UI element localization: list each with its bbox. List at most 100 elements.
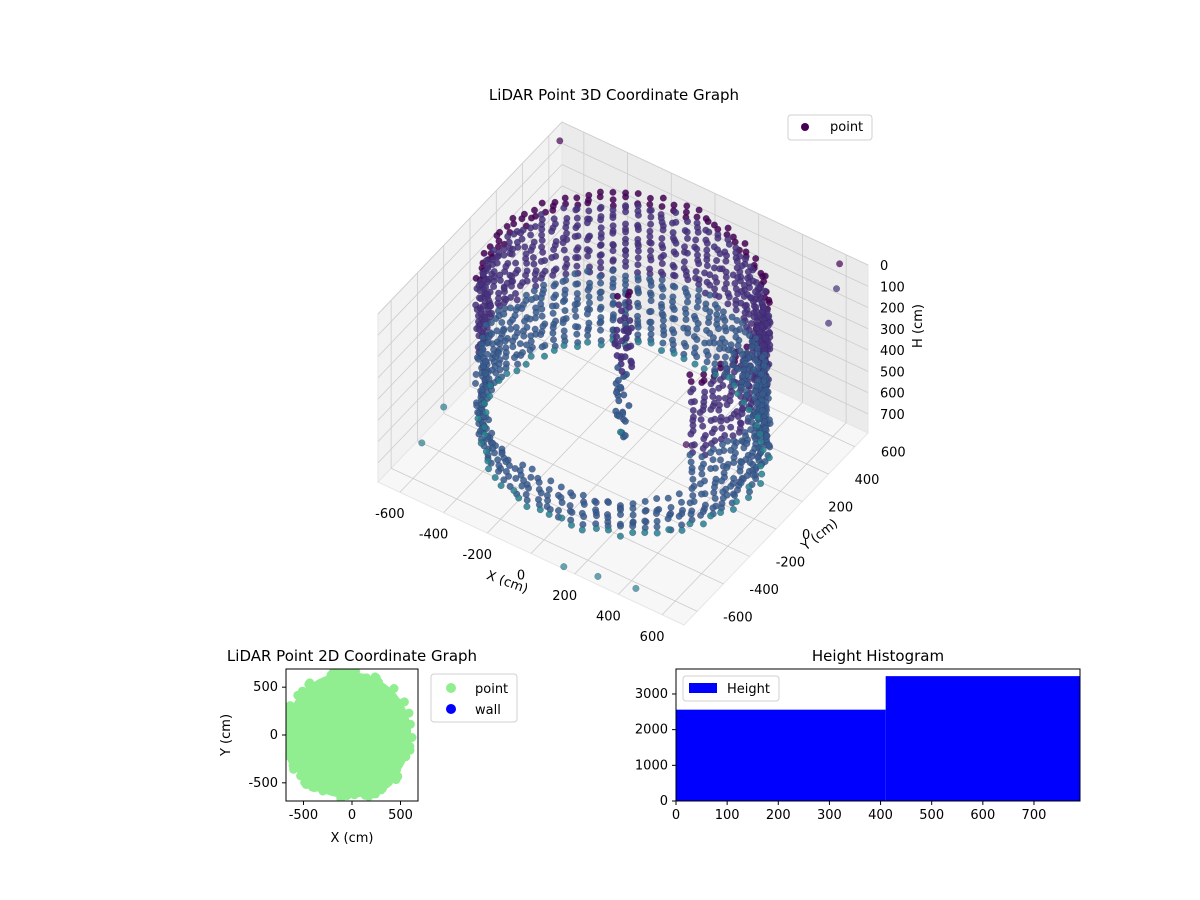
point-marker bbox=[511, 289, 520, 298]
point-marker bbox=[537, 274, 545, 282]
point-marker bbox=[748, 343, 756, 351]
point-marker bbox=[670, 329, 678, 337]
point-marker bbox=[502, 262, 510, 271]
x-tick-label: 200 bbox=[766, 808, 791, 823]
point-marker bbox=[349, 785, 359, 795]
x-tick-label: 600 bbox=[640, 630, 665, 645]
point-marker bbox=[670, 349, 678, 357]
point-marker bbox=[502, 296, 510, 304]
point-marker bbox=[730, 443, 739, 451]
point-marker bbox=[561, 194, 569, 202]
point-marker bbox=[761, 424, 770, 433]
point-marker bbox=[641, 517, 649, 525]
point-marker bbox=[616, 383, 625, 391]
point-marker bbox=[723, 463, 731, 471]
point-marker bbox=[480, 423, 488, 431]
point-marker bbox=[481, 431, 489, 439]
point-marker bbox=[614, 376, 622, 384]
point-marker bbox=[641, 507, 649, 515]
point-marker bbox=[725, 373, 733, 381]
point-marker bbox=[745, 483, 753, 491]
point-marker bbox=[722, 257, 730, 265]
point-marker bbox=[560, 563, 568, 571]
point-marker bbox=[715, 448, 723, 456]
point-marker bbox=[488, 309, 496, 317]
point-marker bbox=[752, 255, 760, 263]
point-marker bbox=[692, 268, 700, 276]
chart-2d-ylabel: Y (cm) bbox=[219, 714, 234, 757]
point-marker bbox=[722, 327, 730, 335]
point-marker bbox=[725, 293, 733, 301]
point-marker bbox=[286, 740, 289, 749]
point-marker bbox=[440, 403, 448, 411]
point-marker bbox=[397, 752, 407, 762]
point-marker bbox=[522, 360, 530, 368]
point-marker bbox=[571, 233, 579, 241]
point-marker bbox=[561, 264, 569, 272]
point-marker bbox=[689, 475, 697, 483]
point-marker bbox=[626, 316, 634, 325]
point-marker bbox=[550, 245, 558, 254]
point-marker bbox=[711, 370, 719, 379]
point-marker bbox=[507, 282, 516, 290]
point-marker bbox=[482, 257, 490, 265]
point-marker bbox=[622, 208, 630, 216]
point-marker bbox=[611, 338, 620, 346]
point-marker bbox=[709, 504, 717, 512]
point-marker bbox=[714, 325, 723, 333]
point-marker bbox=[609, 247, 617, 255]
point-marker bbox=[521, 243, 529, 251]
point-marker bbox=[499, 327, 508, 335]
x-tick-label: 700 bbox=[1022, 808, 1047, 823]
point-marker bbox=[503, 222, 511, 230]
point-marker bbox=[549, 271, 557, 279]
point-marker bbox=[653, 495, 661, 503]
point-marker bbox=[568, 508, 576, 516]
point-marker bbox=[657, 346, 666, 355]
chart-histogram: Height Histogram 0 100 200 300 400 500 600 7000… bbox=[635, 647, 1081, 823]
point-marker bbox=[751, 288, 759, 296]
point-marker bbox=[569, 492, 577, 500]
point-marker bbox=[518, 304, 526, 313]
point-marker bbox=[731, 449, 739, 457]
point-marker bbox=[832, 285, 841, 293]
point-marker bbox=[733, 486, 742, 494]
point-marker bbox=[718, 477, 726, 485]
z-tick-label: 600 bbox=[880, 387, 905, 402]
point-marker bbox=[407, 733, 417, 742]
point-marker bbox=[759, 272, 767, 280]
point-marker bbox=[659, 339, 667, 347]
chart-2d-legend-wall-marker bbox=[446, 704, 456, 714]
point-marker bbox=[730, 381, 738, 389]
point-marker bbox=[765, 328, 773, 336]
point-marker bbox=[713, 278, 721, 286]
point-marker bbox=[761, 458, 769, 466]
point-marker bbox=[613, 326, 621, 334]
point-marker bbox=[293, 690, 303, 700]
chart-histogram-legend: Height bbox=[682, 675, 780, 702]
point-marker bbox=[539, 248, 547, 256]
point-marker bbox=[580, 500, 588, 508]
point-marker bbox=[609, 188, 617, 196]
point-marker bbox=[557, 483, 565, 491]
point-marker bbox=[628, 359, 636, 367]
point-marker bbox=[675, 512, 683, 520]
point-marker bbox=[352, 673, 361, 683]
point-marker bbox=[501, 337, 509, 345]
point-marker bbox=[333, 677, 343, 687]
point-marker bbox=[724, 224, 732, 232]
point-marker bbox=[625, 298, 633, 306]
point-marker bbox=[538, 343, 546, 351]
point-marker bbox=[711, 494, 719, 502]
point-marker bbox=[738, 351, 746, 359]
point-marker bbox=[480, 399, 488, 407]
point-marker bbox=[683, 228, 691, 236]
point-marker bbox=[703, 358, 711, 366]
point-marker bbox=[658, 260, 666, 268]
chart-3d-title: LiDAR Point 3D Coordinate Graph bbox=[489, 86, 739, 104]
point-marker bbox=[486, 382, 494, 390]
point-marker bbox=[495, 461, 503, 469]
point-marker bbox=[749, 471, 757, 479]
chart-histogram-legend-label: Height bbox=[727, 682, 770, 697]
point-marker bbox=[658, 293, 667, 301]
